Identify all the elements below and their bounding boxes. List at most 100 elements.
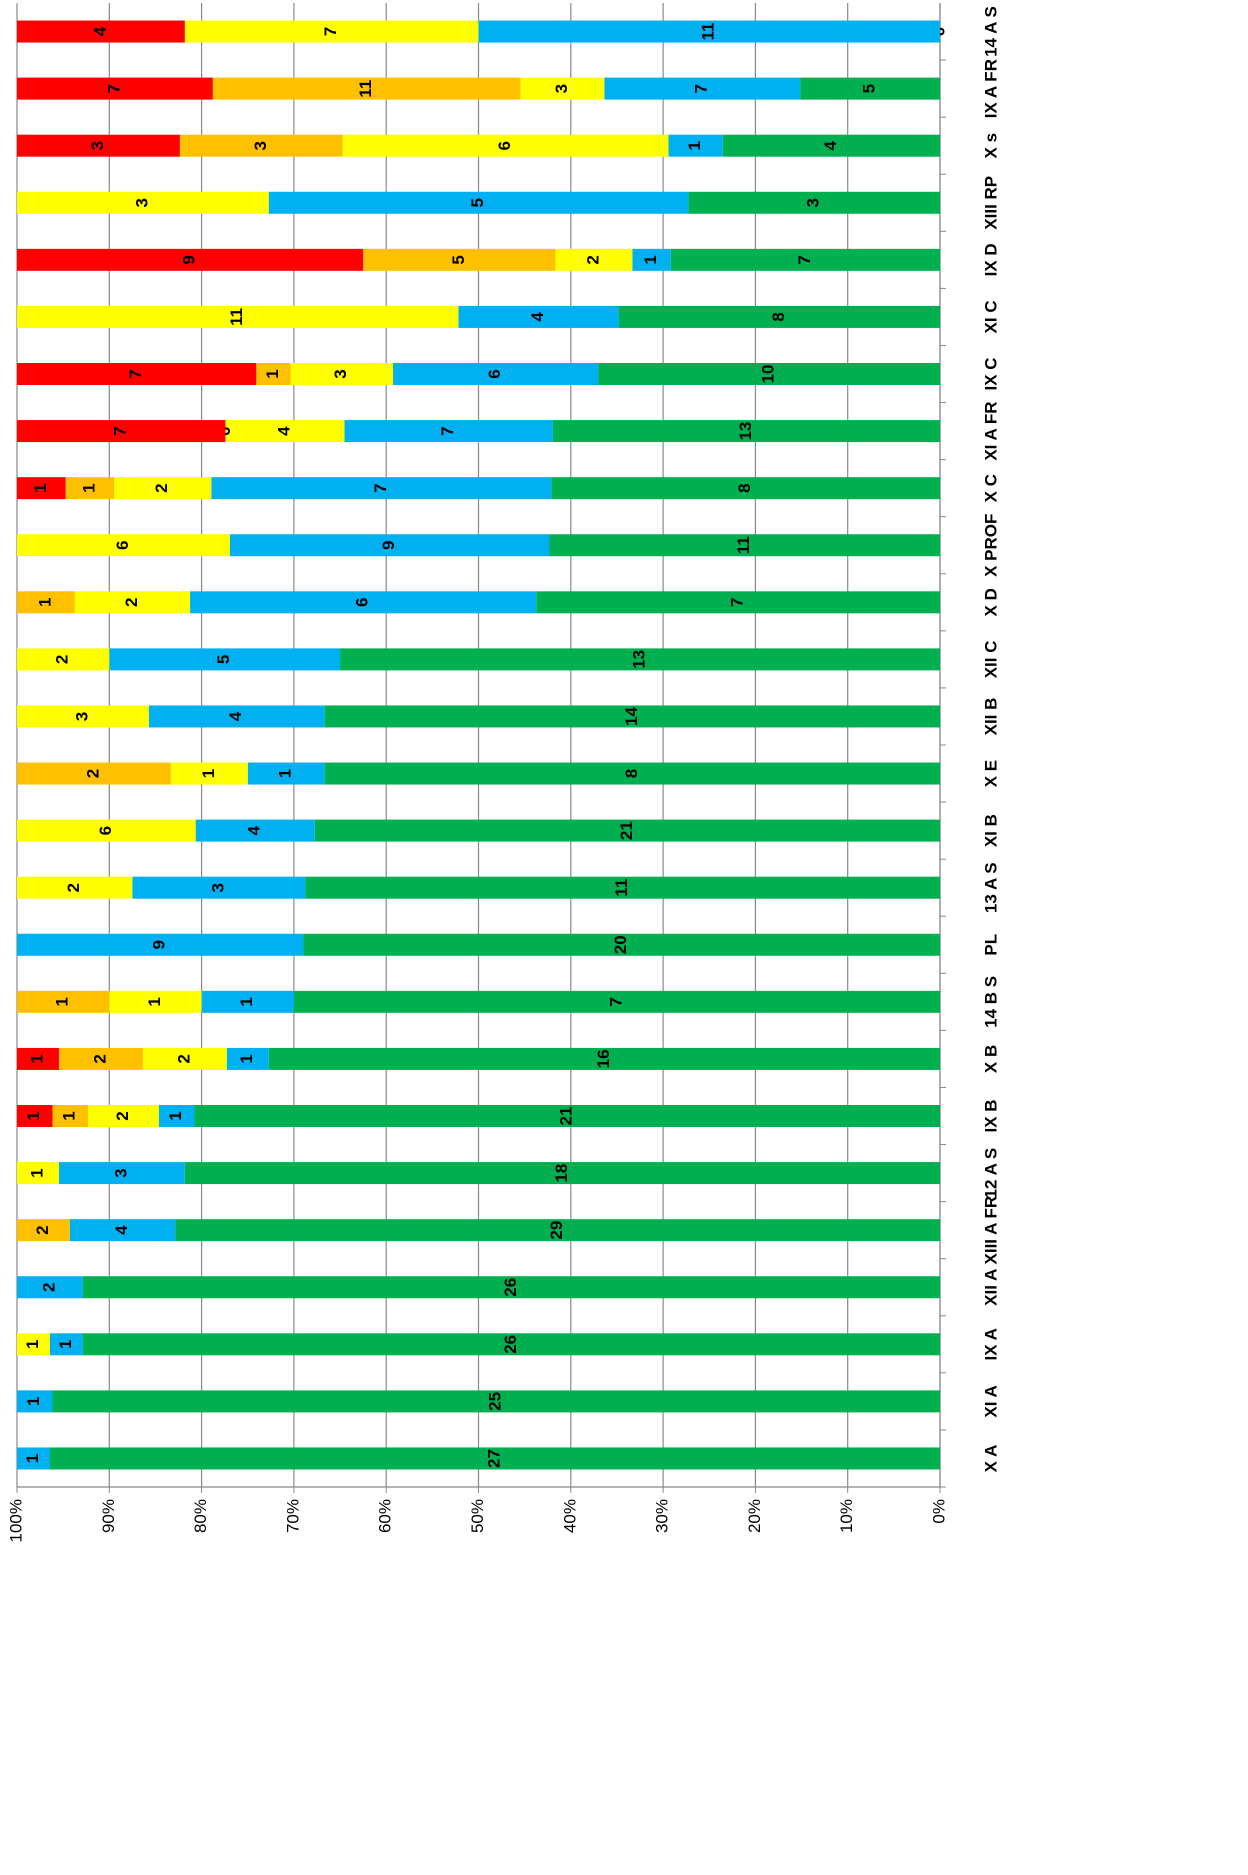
data-label: 4 <box>226 711 245 721</box>
bar-segment <box>800 77 940 100</box>
bar-segment <box>247 762 325 785</box>
y-tick-label: 20% <box>745 1499 764 1533</box>
bar-segment <box>668 134 723 157</box>
bar-segment <box>256 363 291 385</box>
data-label: 8 <box>622 769 641 778</box>
data-label: 11 <box>699 23 718 41</box>
data-label: 3 <box>88 141 107 150</box>
data-label: 1 <box>27 1168 46 1177</box>
bar-segment <box>324 705 940 728</box>
data-label: 6 <box>96 826 115 835</box>
data-label: 13 <box>630 650 649 669</box>
x-tick-label: XI A <box>981 1385 1000 1417</box>
bar-segment <box>598 363 940 385</box>
x-tick-label: X B <box>981 1045 1000 1073</box>
data-label: 1 <box>199 769 218 778</box>
data-label: 7 <box>126 369 145 378</box>
x-tick-label: X s <box>981 133 1000 159</box>
data-label: 9 <box>180 255 199 264</box>
data-label: 1 <box>263 369 282 378</box>
bar-segment <box>458 305 619 328</box>
bar-segment <box>226 1047 269 1070</box>
data-label: 3 <box>111 1168 130 1177</box>
y-tick-label: 90% <box>99 1499 118 1533</box>
data-label: 3 <box>251 141 270 150</box>
x-tick-label: XII C <box>981 640 1000 678</box>
bar-segment <box>17 363 257 385</box>
bar-segment <box>688 191 940 214</box>
bar-segment <box>211 477 552 500</box>
data-label: 3 <box>804 198 823 207</box>
data-label: 20 <box>611 935 630 954</box>
bar-segment <box>305 876 940 899</box>
bar-segment <box>520 77 605 100</box>
data-label: 3 <box>208 883 227 892</box>
data-label: 3 <box>72 712 91 721</box>
data-label: 1 <box>23 1454 42 1463</box>
data-label: 6 <box>353 598 372 607</box>
bar-segment <box>17 420 226 443</box>
bar-segment <box>65 477 115 500</box>
data-label: 1 <box>166 1111 185 1120</box>
data-label: 6 <box>113 540 132 549</box>
bar-segment <box>268 191 689 214</box>
data-label: 4 <box>245 825 264 835</box>
data-label: 1 <box>685 141 704 150</box>
data-label: 1 <box>23 1340 42 1349</box>
x-tick-label: X E <box>981 760 1000 787</box>
data-label: 25 <box>486 1392 505 1411</box>
bar-segment <box>58 1047 143 1070</box>
data-label: 2 <box>152 483 171 492</box>
bar-segment <box>17 477 66 500</box>
data-label: 1 <box>237 1054 256 1063</box>
data-label: 11 <box>227 308 246 326</box>
x-tick-label: X PROF <box>981 514 1000 577</box>
data-label: 4 <box>112 1225 131 1235</box>
data-label: 7 <box>111 426 130 435</box>
bar-segment <box>17 990 110 1013</box>
data-label: 9 <box>150 940 169 949</box>
bar-segment <box>175 1219 940 1242</box>
data-label: 8 <box>769 312 788 321</box>
bar-segment <box>184 20 479 43</box>
x-tick-label: 12 A S <box>981 1148 1000 1199</box>
data-label: 2 <box>122 598 141 607</box>
data-label: 2 <box>174 1054 193 1063</box>
bar-segment <box>393 363 599 385</box>
bar-segment <box>201 990 294 1013</box>
bar-segment <box>170 762 248 785</box>
data-label: 4 <box>274 426 293 436</box>
bar-segment <box>17 762 171 785</box>
y-tick-label: 10% <box>837 1499 856 1533</box>
bar-segment <box>194 1105 940 1127</box>
data-label: 3 <box>331 369 350 378</box>
bar-segment <box>551 477 940 500</box>
bar-segment <box>340 648 940 671</box>
data-label: 7 <box>692 84 711 93</box>
data-label: 10 <box>759 365 778 384</box>
data-label: 5 <box>860 84 879 93</box>
bar-segment <box>190 591 537 614</box>
bar-segment <box>132 876 306 899</box>
x-tick-label: XIII RP <box>981 176 1000 230</box>
bar-segment <box>109 990 202 1013</box>
bar-segment <box>82 1333 940 1356</box>
data-label: 1 <box>56 1340 75 1349</box>
y-tick-label: 0% <box>929 1499 948 1524</box>
x-tick-label: IX B <box>981 1099 1000 1132</box>
data-label: 14 <box>622 706 641 725</box>
y-tick-label: 50% <box>468 1499 487 1533</box>
data-label: 8 <box>735 483 754 492</box>
x-tick-label: PL <box>981 934 1000 956</box>
bar-segment <box>17 1219 70 1242</box>
bar-segment <box>344 420 553 443</box>
data-label: 16 <box>594 1049 613 1068</box>
rotated-chart: 0%10%20%30%40%50%60%70%80%90%100%X A271X… <box>6 3 1000 1542</box>
y-tick-label: 70% <box>283 1499 302 1533</box>
data-label: 21 <box>617 821 636 840</box>
x-tick-label: XIII A FR <box>981 1196 1000 1265</box>
data-label: 7 <box>795 255 814 264</box>
bar-segment <box>536 591 940 614</box>
x-tick-label: XII A <box>981 1269 1000 1306</box>
bar-segment <box>17 1047 59 1070</box>
